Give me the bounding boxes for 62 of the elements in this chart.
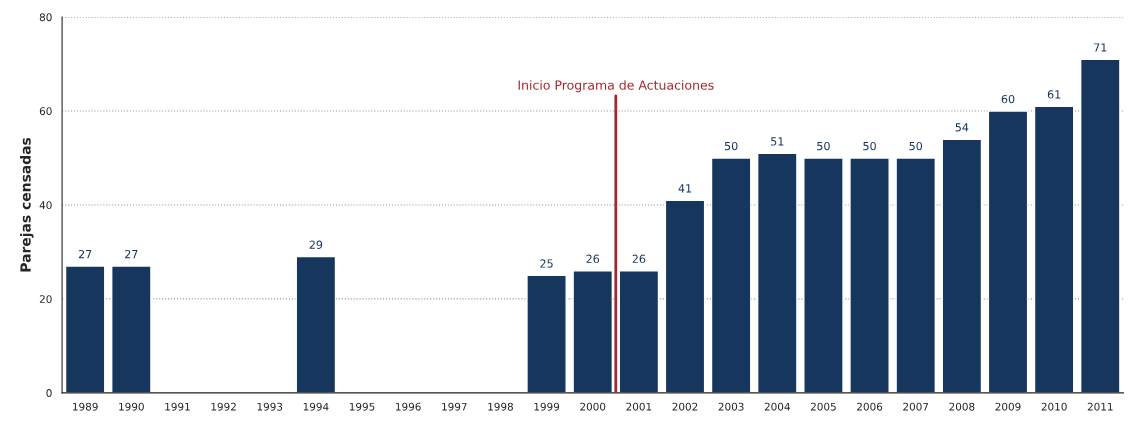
- bar: [987, 110, 1029, 393]
- bar: [849, 157, 890, 393]
- data-label: 61: [1047, 90, 1061, 99]
- y-tick-label: 0: [46, 389, 52, 397]
- data-label: 60: [1001, 94, 1015, 104]
- bar: [1079, 58, 1121, 393]
- x-tick-label: 2003: [718, 402, 744, 411]
- data-label: 51: [771, 137, 784, 146]
- data-label: 26: [632, 254, 646, 264]
- x-tick-label: 1994: [303, 402, 329, 411]
- data-label: 50: [817, 141, 830, 151]
- x-tick-label: 1993: [257, 402, 283, 411]
- x-tick-label: 1991: [165, 402, 190, 411]
- bar: [941, 138, 983, 393]
- y-tick-label: 60: [39, 107, 52, 116]
- x-tick-label: 1995: [349, 402, 375, 411]
- data-label: 27: [78, 249, 92, 259]
- x-tick-label: 2009: [995, 402, 1021, 411]
- bar: [710, 157, 752, 393]
- x-tick-label: 1996: [396, 402, 421, 411]
- y-tick-label: 80: [39, 13, 52, 22]
- x-tick-label: 1998: [488, 402, 513, 411]
- x-tick-label: 2007: [903, 402, 929, 411]
- x-tick-label: 1990: [119, 402, 144, 411]
- x-tick-label: 2000: [580, 402, 606, 411]
- x-tick-label: 2011: [1087, 402, 1113, 411]
- x-tick-label: 2010: [1041, 402, 1067, 411]
- x-tick-label: 1992: [211, 402, 236, 411]
- data-label: 25: [540, 259, 553, 268]
- bar: [1033, 105, 1075, 393]
- data-label: 50: [863, 141, 876, 151]
- bar: [618, 270, 660, 393]
- data-label: 27: [125, 249, 138, 259]
- x-tick-label: 2002: [672, 402, 698, 411]
- bar: [111, 265, 152, 393]
- x-tick-label: 1997: [442, 402, 467, 411]
- x-tick-label: 2001: [626, 402, 652, 411]
- bar: [64, 265, 106, 393]
- data-label: 26: [586, 254, 600, 264]
- y-tick-label: 40: [39, 201, 52, 210]
- bar: [756, 152, 798, 393]
- ref-line-label: Inicio Programa de Actuaciones: [518, 80, 714, 93]
- data-label: 50: [724, 141, 738, 151]
- y-tick-label: 20: [39, 295, 52, 304]
- bar: [895, 157, 937, 393]
- bar: [526, 274, 567, 393]
- x-tick-label: 1999: [534, 402, 560, 411]
- x-tick-label: 1989: [73, 402, 98, 411]
- x-tick-label: 2006: [857, 402, 883, 411]
- bar: [664, 199, 706, 393]
- data-label: 50: [909, 141, 923, 151]
- y-axis-title: Parejas censadas: [20, 137, 34, 272]
- x-tick-label: 2008: [949, 402, 975, 411]
- bar: [572, 270, 614, 393]
- data-label: 54: [955, 123, 969, 132]
- data-label: 41: [678, 184, 692, 193]
- data-label: 29: [309, 240, 323, 249]
- bar: [295, 255, 337, 393]
- x-tick-label: 2005: [810, 402, 836, 411]
- bar: [803, 157, 844, 393]
- data-label: 71: [1094, 43, 1107, 52]
- x-tick-label: 2004: [764, 402, 790, 411]
